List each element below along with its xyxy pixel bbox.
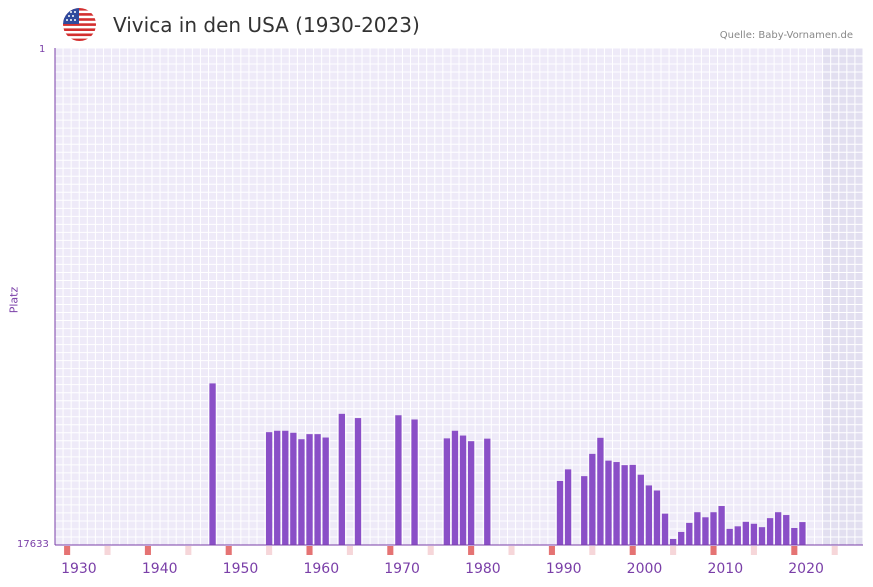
us-flag-icon bbox=[63, 8, 96, 41]
bar-1979 bbox=[459, 435, 467, 545]
bar-1991 bbox=[556, 480, 564, 545]
bar-2018 bbox=[775, 512, 782, 545]
bar-2006 bbox=[678, 531, 685, 545]
bar-1961 bbox=[314, 434, 321, 545]
bar-2005 bbox=[669, 538, 677, 545]
x-tick-2020: 2020 bbox=[788, 561, 824, 577]
bar-1977 bbox=[443, 438, 451, 545]
bar-2010 bbox=[710, 512, 717, 545]
decade-marker-1955 bbox=[266, 546, 273, 555]
source-label: Quelle: Baby-Vornamen.de bbox=[719, 30, 853, 41]
decade-marker-2020 bbox=[791, 546, 798, 555]
x-tick-1950: 1950 bbox=[222, 561, 259, 577]
bar-2008 bbox=[694, 512, 701, 545]
bar-2004 bbox=[661, 513, 669, 545]
bar-2016 bbox=[758, 527, 766, 545]
bar-1960 bbox=[306, 434, 313, 545]
bar-1980 bbox=[467, 441, 475, 545]
decade-marker-1945 bbox=[185, 546, 192, 555]
chart-title: Vivica in den USA (1930-2023) bbox=[113, 13, 420, 37]
bar-2003 bbox=[653, 490, 661, 545]
decade-marker-1975 bbox=[427, 546, 434, 555]
bar-1973 bbox=[411, 419, 418, 545]
x-tick-2000: 2000 bbox=[626, 561, 663, 577]
decade-marker-1930 bbox=[64, 546, 71, 555]
x-tick-1960: 1960 bbox=[303, 561, 340, 577]
x-tick-2010: 2010 bbox=[707, 561, 744, 577]
bar-1957 bbox=[282, 430, 289, 545]
bar-1966 bbox=[354, 418, 362, 545]
y-tick-top: 1 bbox=[39, 44, 46, 55]
x-tick-1940: 1940 bbox=[141, 561, 178, 577]
bar-1955 bbox=[265, 432, 273, 545]
decade-marker-2015 bbox=[750, 546, 757, 555]
bar-1994 bbox=[581, 476, 588, 545]
bar-1978 bbox=[451, 430, 459, 545]
bar-2019 bbox=[783, 515, 790, 545]
x-tick-1930: 1930 bbox=[61, 561, 97, 577]
bar-1964 bbox=[338, 413, 345, 545]
bar-2014 bbox=[742, 521, 749, 545]
bar-1992 bbox=[564, 469, 572, 545]
decade-marker-1970 bbox=[387, 546, 394, 555]
decade-marker-1960 bbox=[306, 546, 313, 555]
decade-marker-1985 bbox=[508, 546, 515, 555]
bar-2000 bbox=[629, 464, 636, 545]
decade-marker-1990 bbox=[548, 546, 555, 555]
decade-marker-2025 bbox=[831, 546, 838, 555]
bar-2017 bbox=[766, 518, 774, 545]
bar-1999 bbox=[621, 465, 628, 545]
bar-1997 bbox=[605, 460, 612, 545]
bar-2021 bbox=[799, 522, 806, 545]
bar-1948 bbox=[209, 383, 216, 545]
bar-1971 bbox=[395, 415, 402, 545]
bar-2009 bbox=[702, 517, 709, 545]
bar-2011 bbox=[718, 506, 725, 545]
decade-marker-2005 bbox=[670, 546, 677, 555]
decade-marker-1950 bbox=[225, 546, 232, 555]
bar-1996 bbox=[597, 437, 604, 545]
bar-2001 bbox=[637, 474, 644, 545]
bar-1959 bbox=[298, 439, 305, 545]
bar-2002 bbox=[645, 485, 653, 545]
decade-marker-2010 bbox=[710, 546, 717, 555]
bar-1998 bbox=[613, 462, 620, 545]
decade-marker-2000 bbox=[629, 546, 636, 555]
bar-1962 bbox=[322, 437, 329, 545]
decade-marker-1980 bbox=[468, 546, 475, 555]
bar-2012 bbox=[726, 528, 733, 545]
bar-1956 bbox=[274, 430, 281, 545]
bar-2020 bbox=[791, 528, 798, 545]
bar-1958 bbox=[290, 432, 297, 545]
bar-2013 bbox=[734, 526, 741, 545]
bar-2007 bbox=[686, 522, 693, 545]
bar-1995 bbox=[589, 453, 596, 545]
decade-marker-1995 bbox=[589, 546, 596, 555]
bar-1982 bbox=[484, 438, 491, 545]
bar-2015 bbox=[750, 523, 758, 545]
x-tick-1990: 1990 bbox=[545, 561, 582, 577]
x-tick-1970: 1970 bbox=[384, 561, 420, 577]
decade-marker-1965 bbox=[346, 546, 353, 555]
x-tick-1980: 1980 bbox=[465, 561, 501, 577]
y-tick-bottom: 17633 bbox=[17, 539, 49, 550]
decade-marker-1935 bbox=[104, 546, 111, 555]
decade-marker-1940 bbox=[144, 546, 151, 555]
